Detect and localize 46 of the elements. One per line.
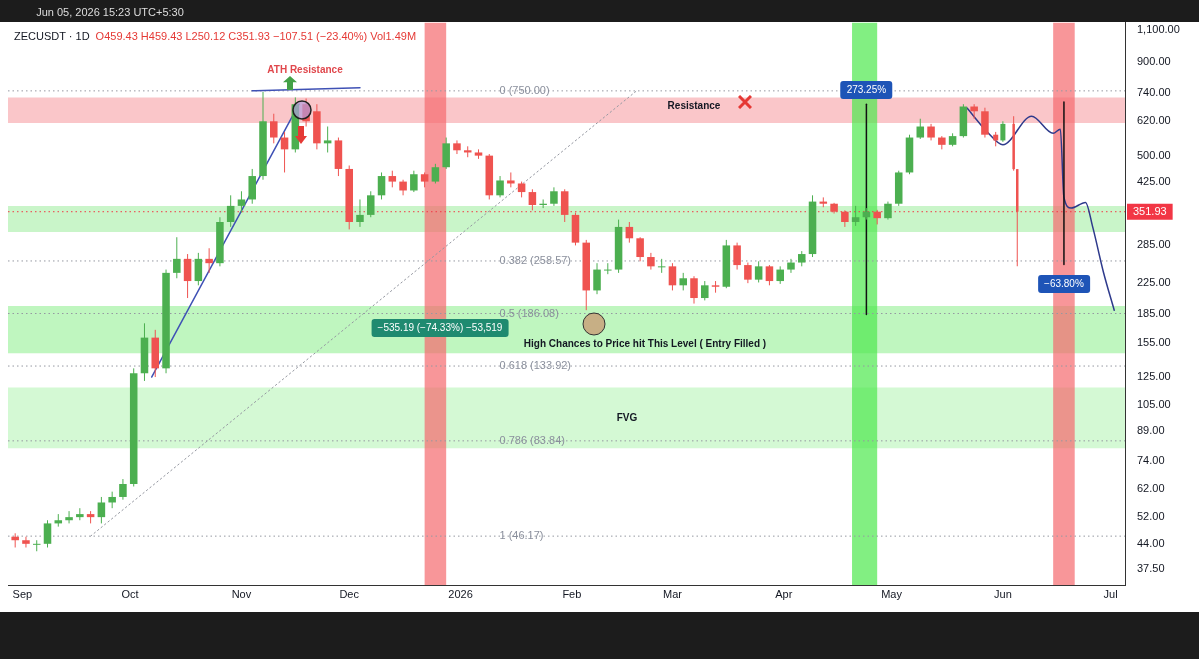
x-tick-label: Nov — [231, 587, 252, 600]
y-tick-label: 37.50 — [1137, 562, 1165, 575]
text: O459.43 H459.43 L250.12 C351.93 −107.51 (−23.40%) Vol1.49M — [95, 30, 417, 42]
text: ZECUSDT · 1D — [14, 30, 90, 42]
y-tick-label: 74.00 — [1137, 453, 1165, 466]
y-tick-label: 185.00 — [1137, 307, 1171, 320]
x-tick-label: Jul — [1103, 587, 1118, 600]
ref-line-label: 0.618 (133.92) — [499, 359, 572, 372]
annotation: −535.19 (−74.33%) −53,519 — [371, 319, 509, 337]
x-tick-label: Apr — [775, 587, 793, 600]
y-tick-label: 125.00 — [1137, 370, 1171, 383]
x-tick-label: 2026 — [448, 587, 473, 600]
ref-line-label: 0.5 (186.08) — [499, 306, 559, 319]
y-tick-label: 900.00 — [1137, 54, 1171, 67]
y-tick-label: 620.00 — [1137, 114, 1171, 127]
y-tick-label: 105.00 — [1137, 397, 1171, 410]
annotation: 273.25% — [840, 81, 893, 100]
x-tick-label: Oct — [121, 587, 139, 600]
text: Jun 05, 2026 15:23 UTC+5:30 — [36, 5, 184, 18]
y-tick-label: 500.00 — [1137, 148, 1171, 161]
ref-line-label: 0 (750.00) — [499, 83, 550, 96]
y-tick-label: 155.00 — [1137, 335, 1171, 348]
y-tick-label: 89.00 — [1137, 424, 1165, 437]
x-tick-label: Dec — [339, 587, 360, 600]
annotation: −63.80% — [1038, 275, 1090, 294]
x-tick-label: Mar — [662, 587, 683, 600]
ref-line-label: 351.93 — [1133, 204, 1167, 217]
ref-line-label: 1 (46.17) — [499, 529, 544, 542]
x-tick-label: Sep — [12, 587, 33, 600]
y-tick-label: 44.00 — [1137, 536, 1165, 549]
ref-line-label: 0.786 (83.84) — [499, 433, 565, 446]
annotation: High Chances to Price hit This Level ( Entry Filled ) — [523, 338, 767, 349]
y-tick-label: 285.00 — [1137, 238, 1171, 251]
y-tick-label: 425.00 — [1137, 174, 1171, 187]
y-tick-label: 62.00 — [1137, 482, 1165, 495]
annotation: ATH Resistance — [267, 64, 343, 75]
annotation: FVG — [616, 412, 638, 423]
x-tick-label: May — [881, 587, 903, 600]
annotation: Resistance — [667, 100, 721, 111]
ref-line-label: 0.382 (258.57) — [499, 253, 572, 266]
x-tick-label: Feb — [562, 587, 582, 600]
y-tick-label: 225.00 — [1137, 276, 1171, 289]
y-tick-label: 1,100.00 — [1137, 22, 1180, 35]
y-tick-label: 740.00 — [1137, 86, 1171, 99]
x-tick-label: Jun — [994, 587, 1012, 600]
y-tick-label: 52.00 — [1137, 510, 1165, 523]
